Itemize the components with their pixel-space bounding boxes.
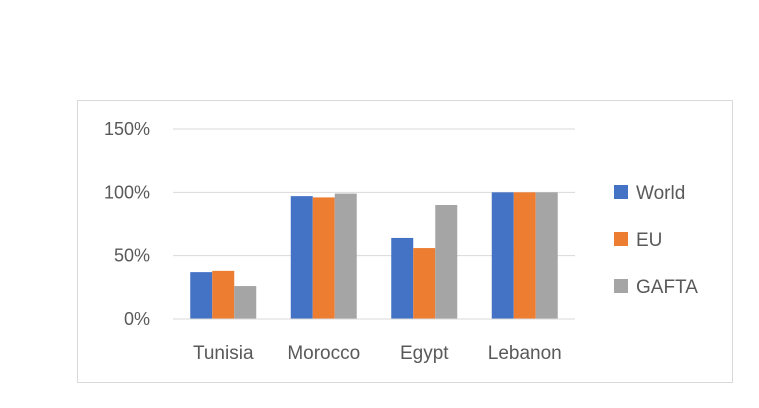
bar-gafta-lebanon	[535, 192, 558, 319]
bar-eu-morocco	[312, 197, 335, 319]
x-category-label: Morocco	[287, 343, 360, 364]
x-axis-category-labels: Tunisia Morocco Egypt Lebanon	[193, 343, 562, 364]
legend-swatch-gafta	[614, 279, 628, 293]
bar-gafta-egypt	[435, 205, 458, 319]
y-tick-label: 0%	[124, 309, 150, 329]
bars	[190, 192, 558, 319]
bar-gafta-morocco	[334, 193, 357, 319]
legend-label-world: World	[636, 183, 685, 204]
bar-world-tunisia	[190, 272, 213, 319]
bar-world-egypt	[391, 237, 414, 319]
legend-label-eu: EU	[636, 230, 662, 251]
x-category-label: Lebanon	[488, 343, 562, 364]
legend: World EU GAFTA	[614, 183, 698, 298]
bar-world-morocco	[290, 196, 313, 319]
y-tick-label: 50%	[114, 246, 150, 266]
y-tick-label: 150%	[104, 119, 150, 139]
legend-label-gafta: GAFTA	[636, 277, 698, 298]
y-axis-tick-labels: 0% 50% 100% 150%	[104, 119, 150, 329]
bar-eu-tunisia	[212, 270, 235, 319]
bar-gafta-tunisia	[234, 286, 257, 319]
bar-eu-egypt	[413, 248, 436, 319]
legend-swatch-eu	[614, 232, 628, 246]
legend-swatch-world	[614, 185, 628, 199]
bar-world-lebanon	[491, 192, 514, 319]
x-category-label: Egypt	[400, 343, 449, 364]
y-tick-label: 100%	[104, 182, 150, 202]
x-category-label: Tunisia	[193, 343, 254, 364]
bar-eu-lebanon	[513, 192, 536, 319]
